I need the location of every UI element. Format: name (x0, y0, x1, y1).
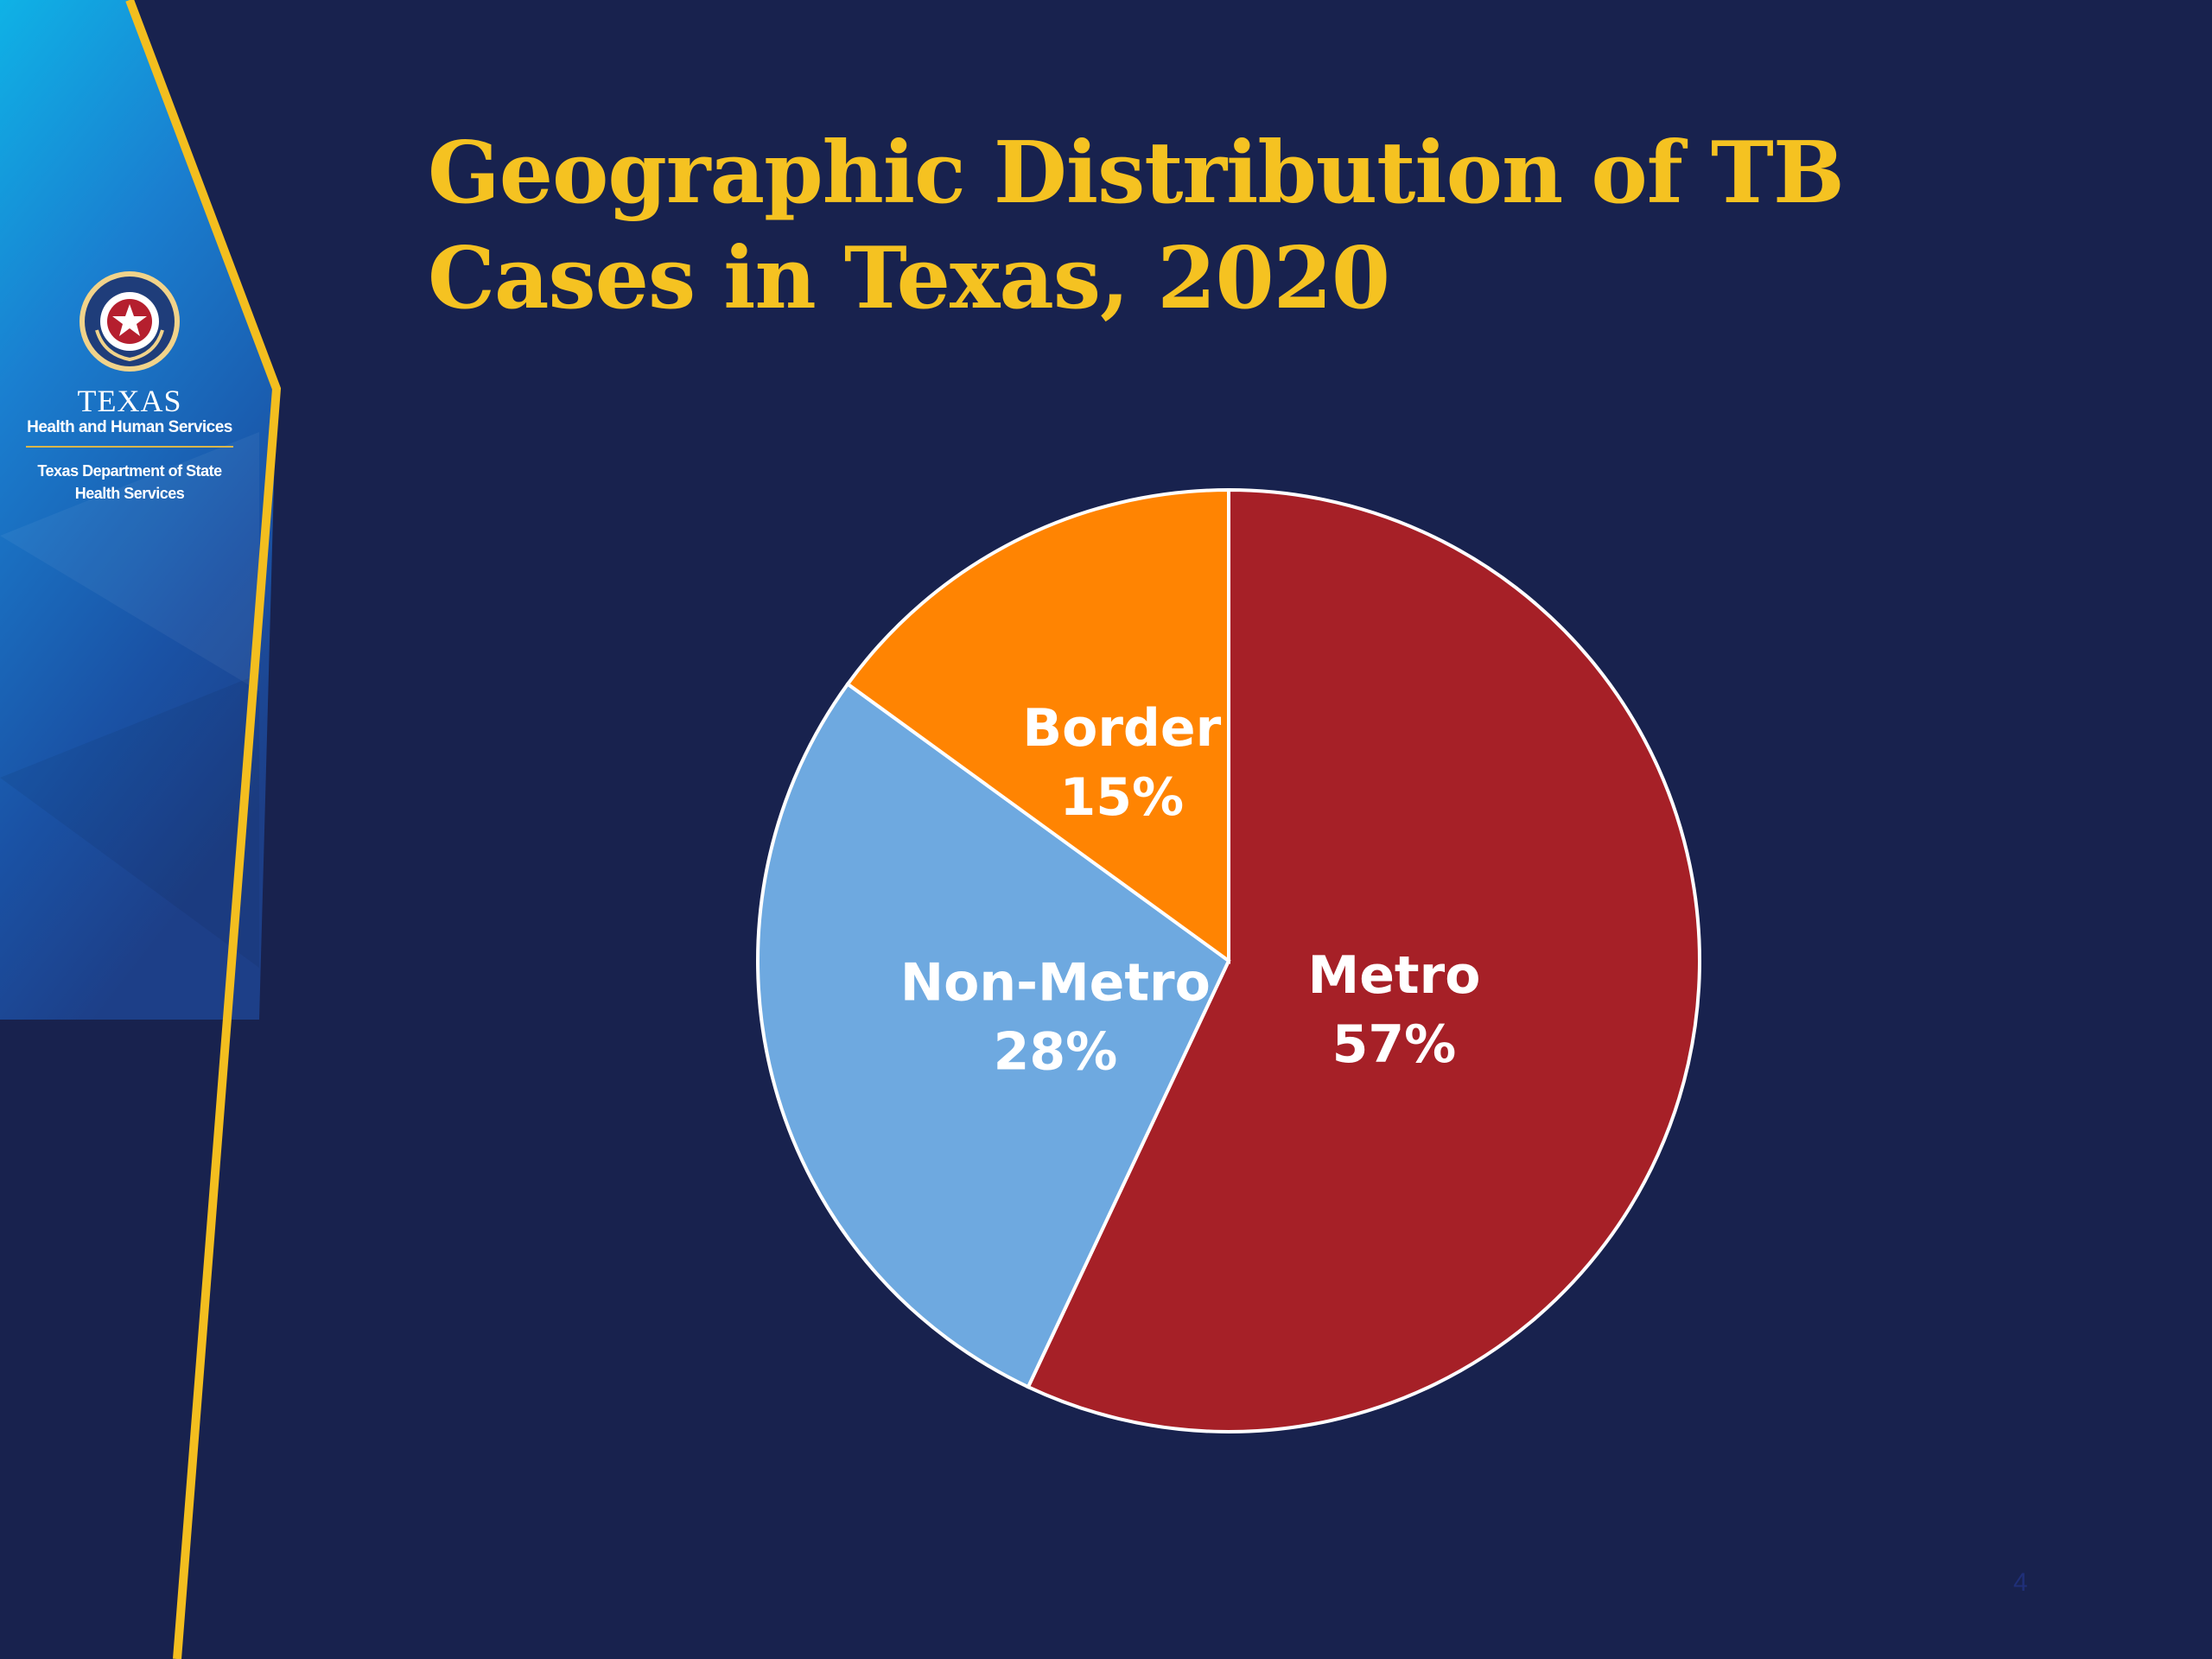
slice-label-name-metro: Metro (1308, 945, 1481, 1006)
pie-slice-non-metro (756, 681, 1231, 1389)
side-band-base (0, 1020, 259, 1659)
logo-divider (26, 446, 233, 448)
slice-label-name-non-metro: Non-Metro (900, 953, 1211, 1014)
facet-shape (0, 674, 259, 968)
texas-hhs-logo: TEXAS Health and Human Services Texas De… (17, 268, 242, 505)
slide-title: Geographic Distribution of TB Cases in T… (428, 121, 2069, 332)
logo-wordmark: TEXAS (77, 384, 182, 418)
slice-label-value-metro: 57% (1332, 1014, 1457, 1075)
gold-stripe (125, 0, 282, 1659)
logo-department-line1: Texas Department of State (37, 462, 222, 480)
side-band-graphic (0, 0, 282, 1659)
facet-shape (0, 432, 259, 691)
pie-slice-border (845, 487, 1230, 964)
side-band-fill (0, 0, 276, 1020)
slide-number: 4 (2013, 1568, 2028, 1597)
texas-seal-icon (79, 271, 180, 372)
slice-label-value-border: 15% (1059, 767, 1184, 828)
slide-title-line2: Cases in Texas, 2020 (428, 229, 1390, 328)
logo-department: Texas Department of State Health Service… (17, 460, 242, 505)
pie-slice-metro (1026, 487, 1701, 1433)
slice-label-name-border: Border (1022, 698, 1221, 759)
slide-title-line1: Geographic Distribution of TB (428, 124, 1845, 223)
logo-department-line2: Health Services (74, 485, 185, 502)
logo-agency-name: Health and Human Services (27, 418, 232, 436)
slice-label-value-non-metro: 28% (994, 1022, 1118, 1083)
